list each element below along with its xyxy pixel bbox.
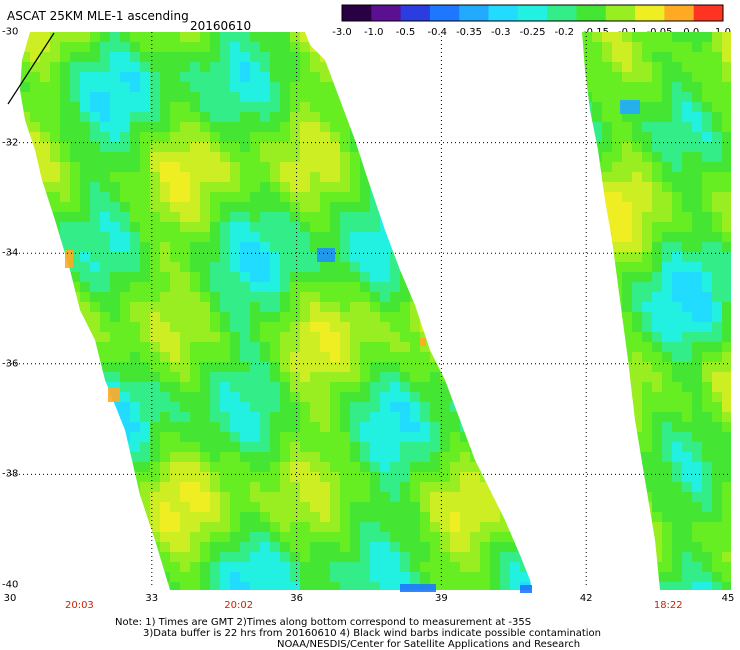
lon-tick-label: 33 xyxy=(145,593,159,604)
colorbar-tick-label: -0.4 xyxy=(427,27,448,38)
colorbar-segment xyxy=(400,5,431,21)
lon-tick-label: 39 xyxy=(435,593,448,604)
lon-tick-label: 45 xyxy=(721,593,735,604)
lat-tick-label: -38 xyxy=(2,468,19,480)
colorbar-tick-label: -0.5 xyxy=(395,27,416,38)
lat-tick-label: -40 xyxy=(2,579,19,591)
colorbar-segment xyxy=(342,5,372,21)
colorbar-tick-label: -3.0 xyxy=(332,27,352,38)
colorbar-segment xyxy=(488,5,519,21)
colorbar xyxy=(341,4,724,22)
colorbar-segment xyxy=(635,5,665,21)
lon-tick-label: 30 xyxy=(3,593,17,604)
colorbar-segment xyxy=(371,5,402,21)
plot-title: ASCAT 25KM MLE-1 ascending xyxy=(7,9,189,23)
lon-tick-label: 36 xyxy=(290,593,303,604)
pass-time-label: 20:02 xyxy=(224,600,254,611)
colorbar-tick-label: -0.3 xyxy=(490,27,511,38)
note-line-1: Note: 1) Times are GMT 2)Times along bot… xyxy=(115,617,532,628)
plot-date: 20160610 xyxy=(190,19,252,33)
lat-tick-label: -34 xyxy=(2,247,19,259)
colorbar-segment xyxy=(693,5,724,21)
colorbar-segment xyxy=(664,5,695,21)
lat-tick-label: -32 xyxy=(2,137,19,149)
credit-line: NOAA/NESDIS/Center for Satellite Applica… xyxy=(277,639,581,650)
lat-tick-label: -36 xyxy=(2,358,19,370)
colorbar-segment xyxy=(517,5,548,21)
colorbar-segment xyxy=(605,5,636,21)
note-line-2: 3)Data buffer is 22 hrs from 20160610 4)… xyxy=(143,628,601,639)
colorbar-tick-label: -0.25 xyxy=(519,27,546,38)
wind-barb xyxy=(7,32,55,105)
colorbar-segment xyxy=(547,5,577,21)
colorbar-segment xyxy=(459,5,490,21)
colorbar-tick-label: -0.35 xyxy=(456,27,482,38)
colorbar-segment xyxy=(576,5,607,21)
lat-tick-label: -30 xyxy=(2,26,19,38)
colorbar-segment xyxy=(429,5,460,21)
colorbar-tick-label: -0.2 xyxy=(554,27,575,38)
pass-time-label: 20:03 xyxy=(64,600,94,611)
pass-time-label: 18:22 xyxy=(653,600,683,611)
colorbar-tick-label: -1.0 xyxy=(363,27,384,38)
lon-tick-label: 42 xyxy=(579,593,593,604)
